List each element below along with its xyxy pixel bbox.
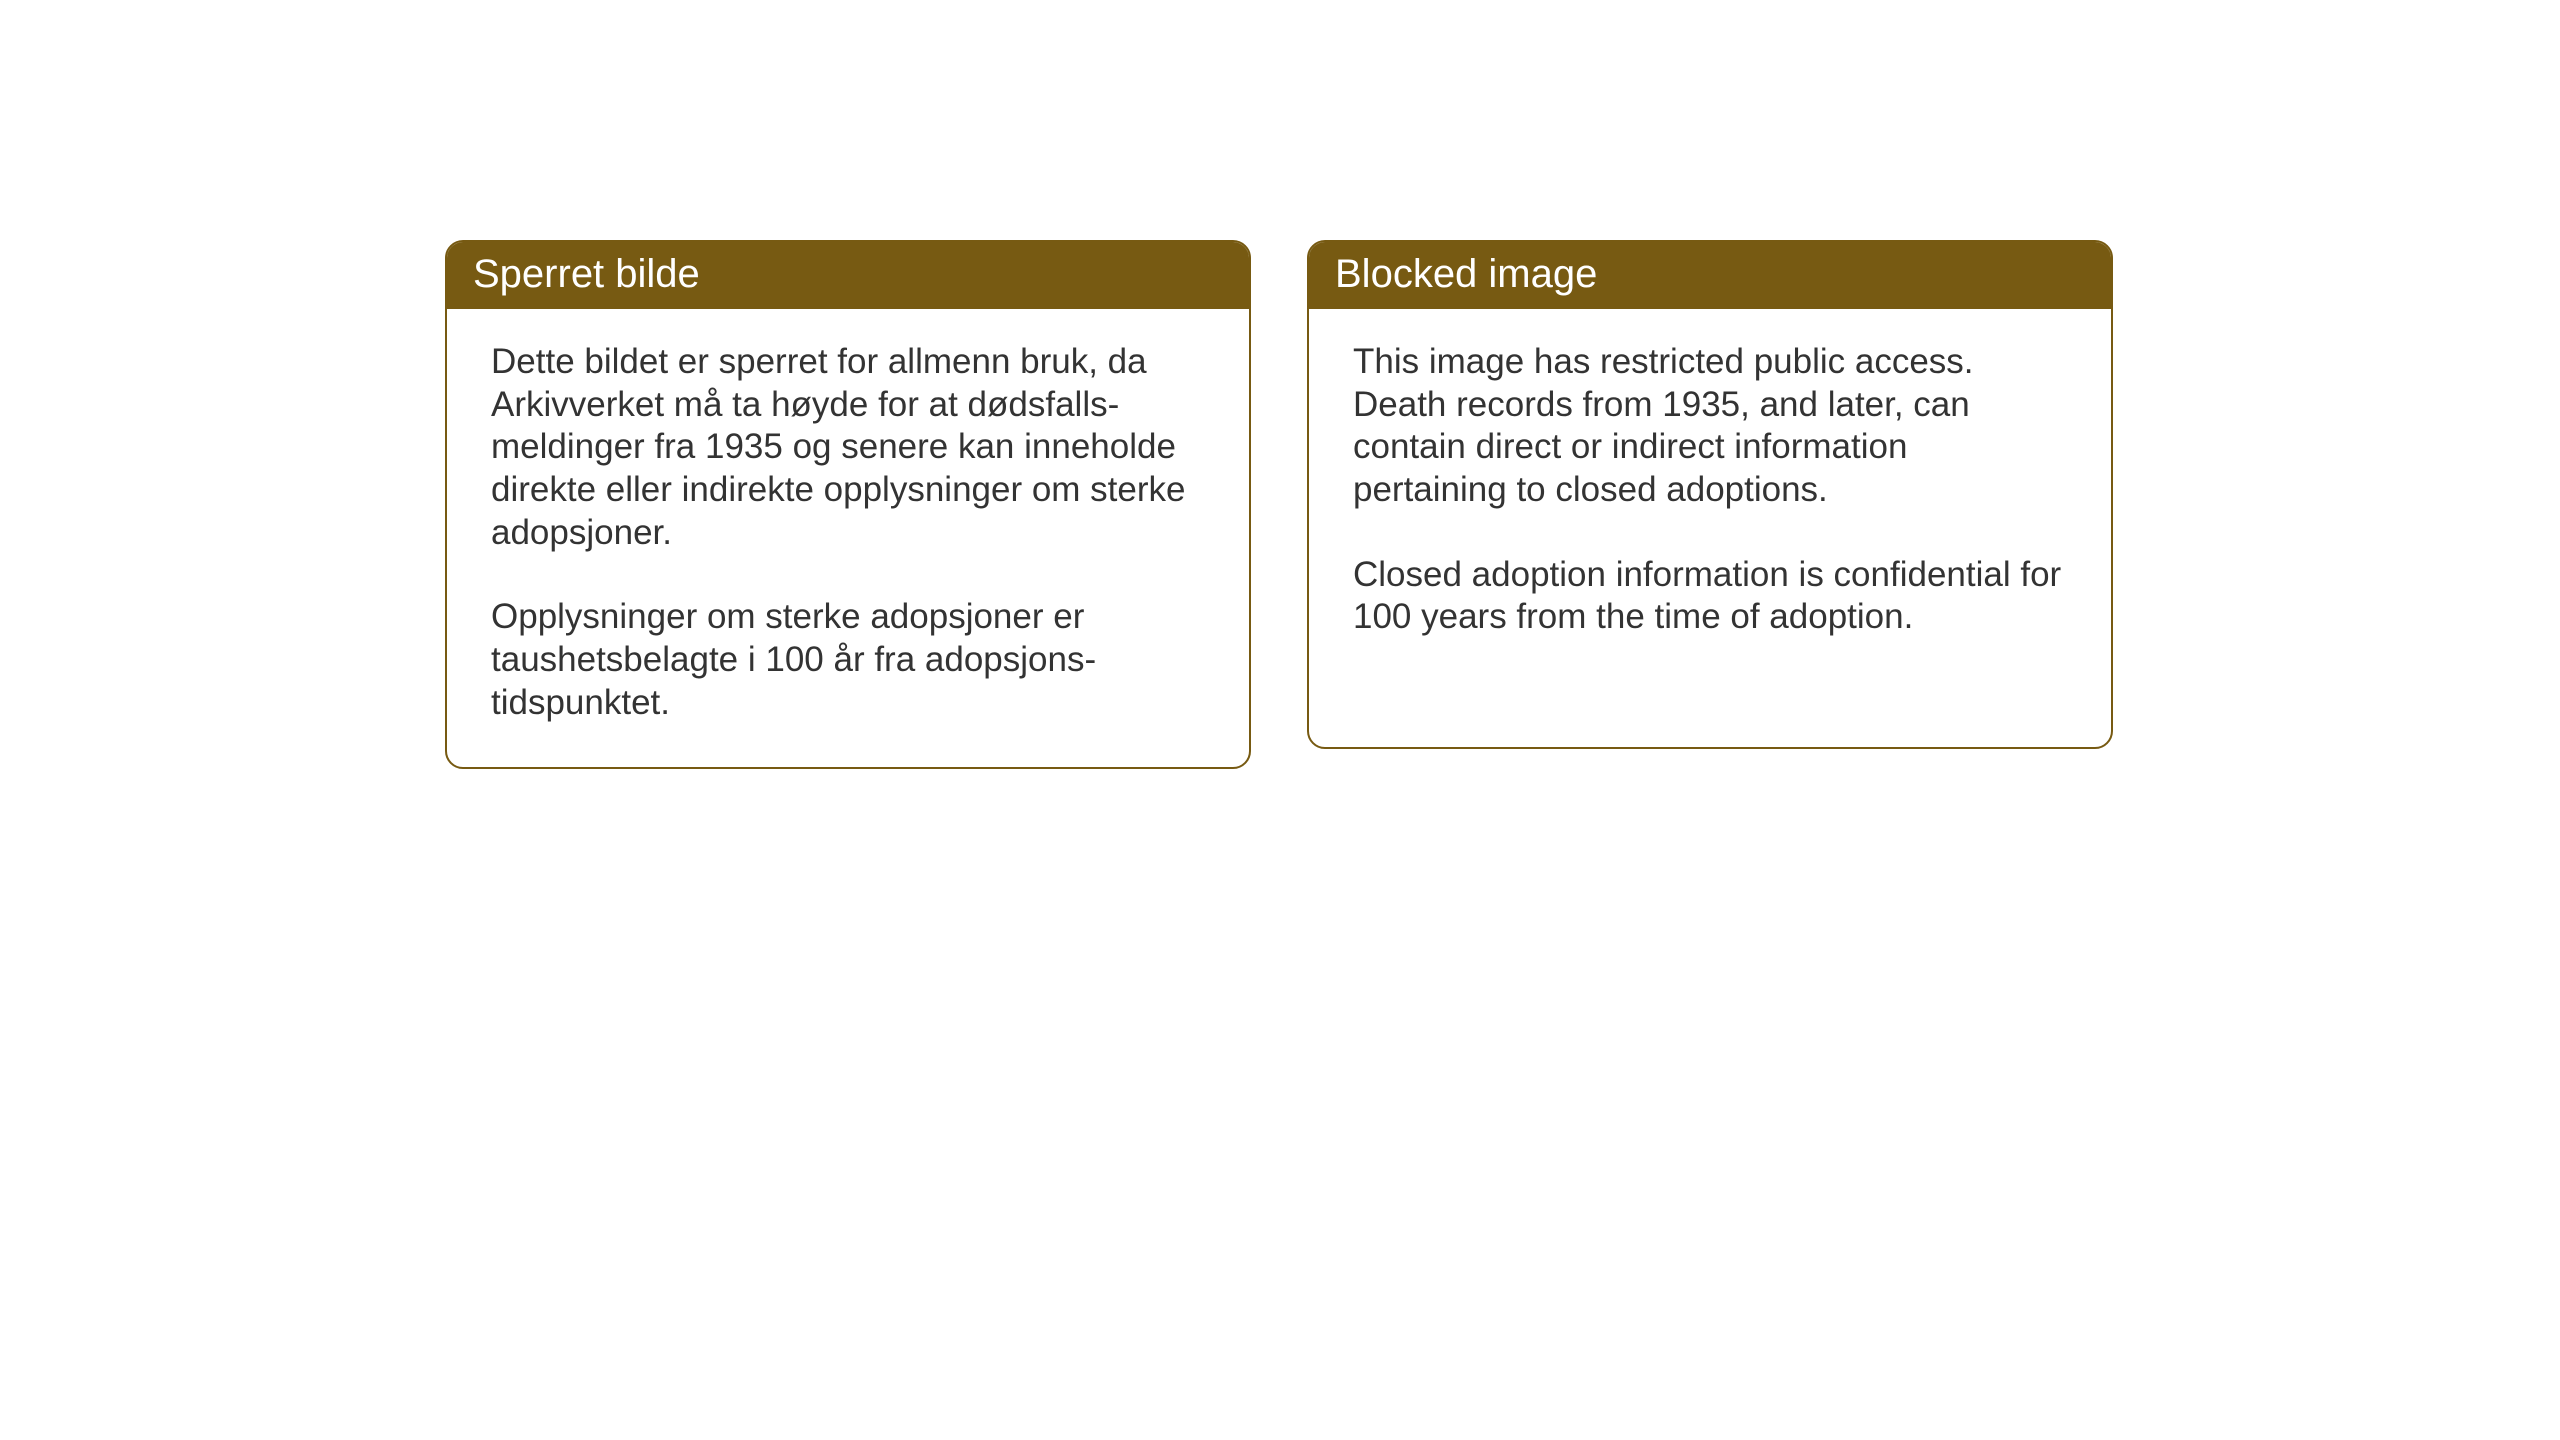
notice-card-norwegian: Sperret bilde Dette bildet er sperret fo… xyxy=(445,240,1251,769)
card-paragraph-1-english: This image has restricted public access.… xyxy=(1353,341,2067,512)
notice-card-english: Blocked image This image has restricted … xyxy=(1307,240,2113,749)
card-paragraph-2-norwegian: Opplysninger om sterke adopsjoner er tau… xyxy=(491,596,1205,724)
card-paragraph-1-norwegian: Dette bildet er sperret for allmenn bruk… xyxy=(491,341,1205,554)
notice-container: Sperret bilde Dette bildet er sperret fo… xyxy=(445,240,2113,769)
card-body-norwegian: Dette bildet er sperret for allmenn bruk… xyxy=(447,309,1249,767)
card-title-english: Blocked image xyxy=(1309,242,2111,309)
card-paragraph-2-english: Closed adoption information is confident… xyxy=(1353,554,2067,639)
card-title-norwegian: Sperret bilde xyxy=(447,242,1249,309)
card-body-english: This image has restricted public access.… xyxy=(1309,309,2111,681)
